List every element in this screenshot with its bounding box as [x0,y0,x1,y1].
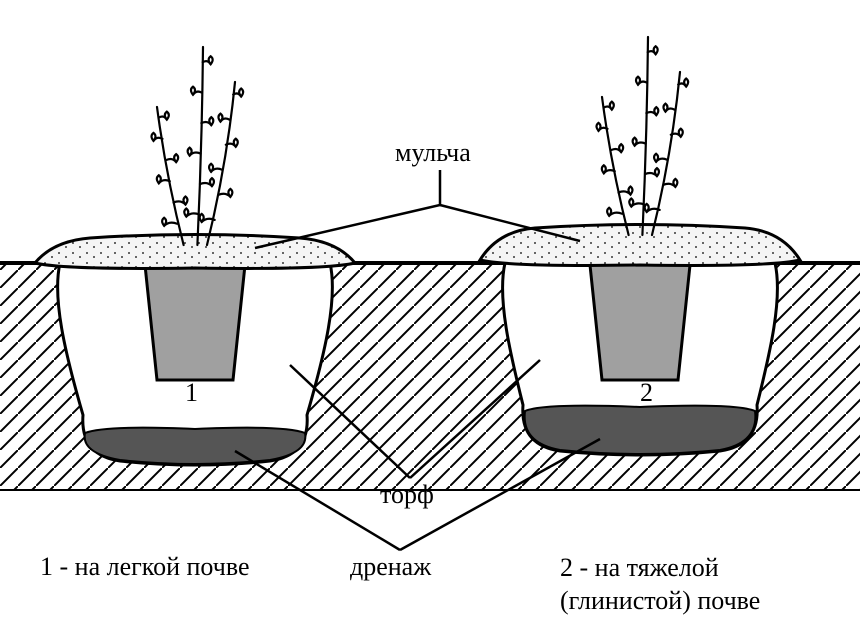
planting-diagram [0,0,860,644]
pit-number-2: 2 [640,378,653,408]
label-drainage: дренаж [350,552,431,582]
caption-left: 1 - на легкой почве [40,552,250,582]
label-mulch: мульча [395,138,471,168]
caption-right: 2 - на тяжелой (глинистой) почве [560,552,760,617]
pit-number-1: 1 [185,378,198,408]
label-peat: торф [380,480,434,510]
